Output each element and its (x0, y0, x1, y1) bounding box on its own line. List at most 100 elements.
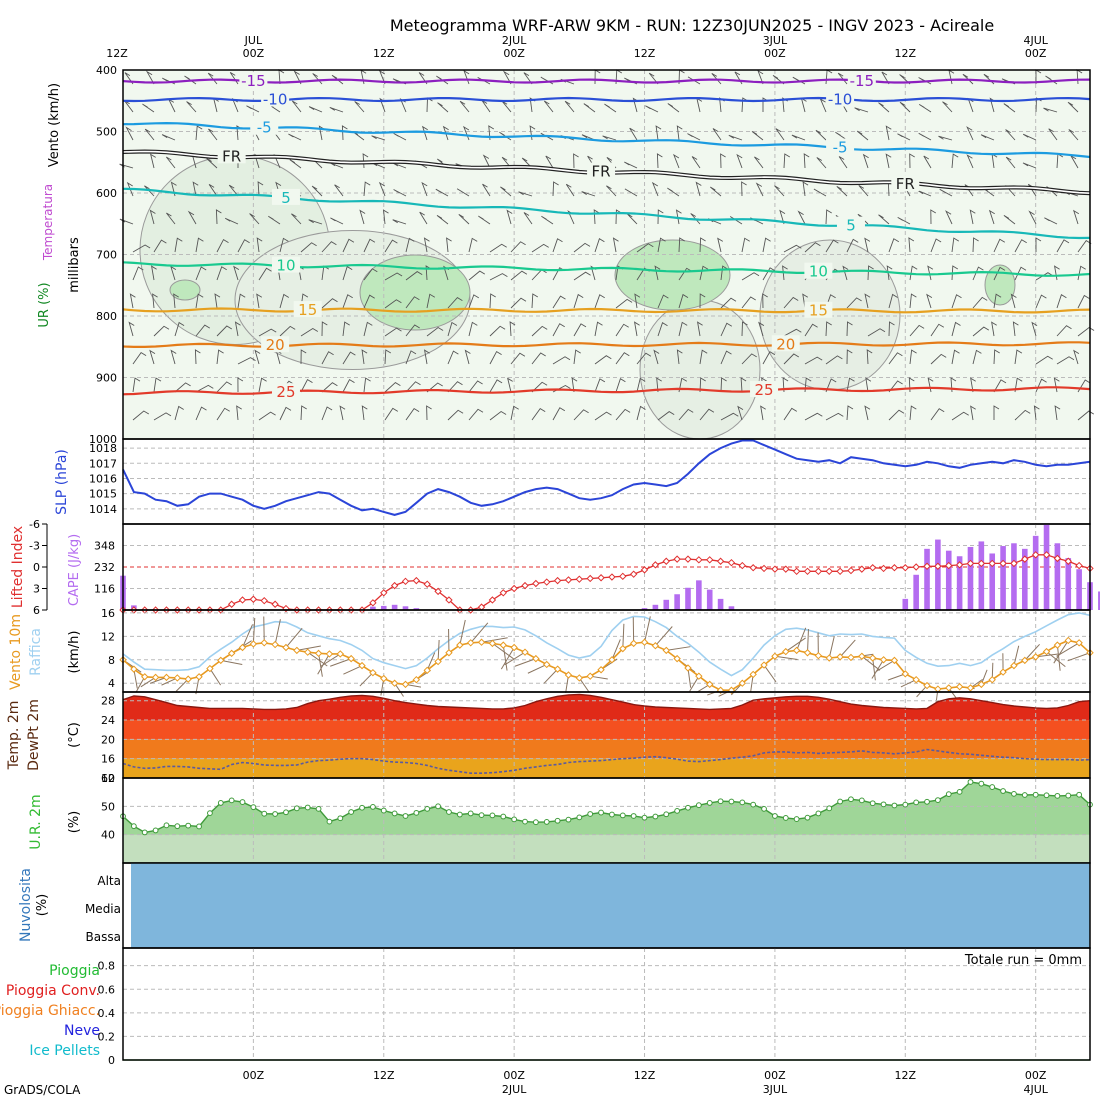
wind-arrow (133, 669, 138, 689)
wind-barb (645, 105, 659, 113)
humidity-area-5 (984, 264, 1016, 306)
wind-barb (720, 265, 728, 281)
temp-band-0 (123, 758, 1090, 778)
isotherm-label-bg (261, 336, 290, 353)
rh-point (304, 804, 311, 811)
rh-point (967, 779, 974, 785)
wind-point (477, 638, 486, 646)
rh-point (435, 803, 441, 810)
wind-barb (195, 324, 211, 337)
lifted-index-point (879, 564, 888, 573)
wind-barb (237, 357, 256, 365)
wind-barb (594, 355, 612, 365)
wind-barb (741, 321, 748, 337)
wind-barb (166, 212, 176, 225)
wind-barb (624, 188, 638, 197)
wind-barb (363, 181, 371, 197)
lifted-index-point (945, 561, 953, 570)
wind-point (629, 639, 638, 648)
wind-barb (615, 352, 630, 365)
wind-barb (195, 237, 204, 253)
lifted-index-point (662, 557, 670, 565)
wind-point (945, 684, 953, 692)
wind-barb (741, 181, 747, 197)
wind-barb (804, 242, 821, 253)
wind-point (1021, 656, 1029, 665)
wind-barb (1014, 377, 1023, 393)
wind-barb (279, 237, 289, 253)
wind-barb (1073, 349, 1080, 365)
wind-barb (593, 209, 600, 225)
wind-arrow (1024, 643, 1040, 661)
rh-point (478, 812, 485, 819)
wind-barb (846, 297, 862, 309)
wind-barb (816, 157, 827, 169)
wind-barb (699, 408, 715, 421)
rh-point (207, 810, 213, 817)
wind-barb (1067, 101, 1079, 113)
cloud-label: Nuvolosita (18, 868, 34, 942)
precip-legend-4: Ice Pellets (29, 1043, 100, 1059)
wind-barb (802, 293, 809, 309)
wind-barb (518, 191, 533, 197)
lifted-index-point (727, 558, 736, 567)
wind-barb (256, 237, 263, 253)
wind-barb (384, 272, 403, 281)
bottom-hour-label-5: 12Z (895, 1069, 917, 1082)
lifted-index-point (695, 556, 703, 564)
isotherm-label: 25 (754, 381, 773, 399)
rh-point (630, 813, 637, 819)
wind-barb (421, 181, 428, 197)
rh-point (369, 804, 376, 810)
lifted-index-point (249, 595, 258, 603)
cape-bar (685, 587, 691, 610)
wind-barb (501, 156, 512, 169)
wind-barb (867, 328, 886, 337)
wind-barb (216, 381, 232, 393)
wind-point (401, 680, 410, 689)
wind-barb (939, 188, 953, 197)
wind-barb (145, 70, 155, 85)
wind-barb (321, 351, 334, 365)
wind-point (130, 665, 138, 673)
isotherm-label-bg (587, 162, 616, 179)
cape-bar (413, 608, 420, 610)
wind-barb (888, 238, 900, 253)
top-hour-label-1: 00Z (243, 47, 265, 60)
wind-barb (342, 351, 356, 365)
wind-barb (257, 181, 264, 197)
cloud-level-1: Media (85, 902, 121, 916)
wind-barb (951, 349, 960, 365)
cape-bar (1043, 524, 1050, 610)
lifted-index-point (597, 574, 605, 582)
cape-bar (1032, 535, 1039, 610)
wind-barb (1010, 293, 1017, 309)
lifted-index-point (1075, 561, 1083, 570)
rh-point (272, 811, 279, 817)
wind-point (173, 674, 182, 682)
rh-point (1054, 792, 1061, 799)
wind-label: Vento 10m (8, 614, 24, 690)
wind-barb (300, 327, 319, 337)
cape-tick-0: 116 (94, 583, 115, 596)
pressure-tick-2: 600 (96, 187, 117, 200)
top-hour-label-6: 12Z (895, 47, 917, 60)
wind-barb (864, 405, 871, 421)
lifted-index-point (1021, 555, 1029, 563)
side-label-wind: Vento (km/h) (47, 83, 62, 167)
wind-barb (393, 133, 407, 141)
rh-point (815, 810, 822, 817)
wind-barb (268, 215, 281, 225)
wind-barb (602, 135, 617, 141)
wind-barb (195, 293, 204, 309)
wind-barb (300, 378, 313, 393)
lifted-index-point (814, 567, 823, 576)
wind-barb (552, 323, 565, 337)
rh-point (978, 780, 985, 787)
wind-barb (657, 411, 675, 421)
wind-barb (695, 181, 702, 197)
wind-arrow (175, 678, 189, 692)
wind-barb (128, 321, 135, 337)
wind-barb (321, 321, 328, 337)
wind-point (314, 649, 323, 658)
